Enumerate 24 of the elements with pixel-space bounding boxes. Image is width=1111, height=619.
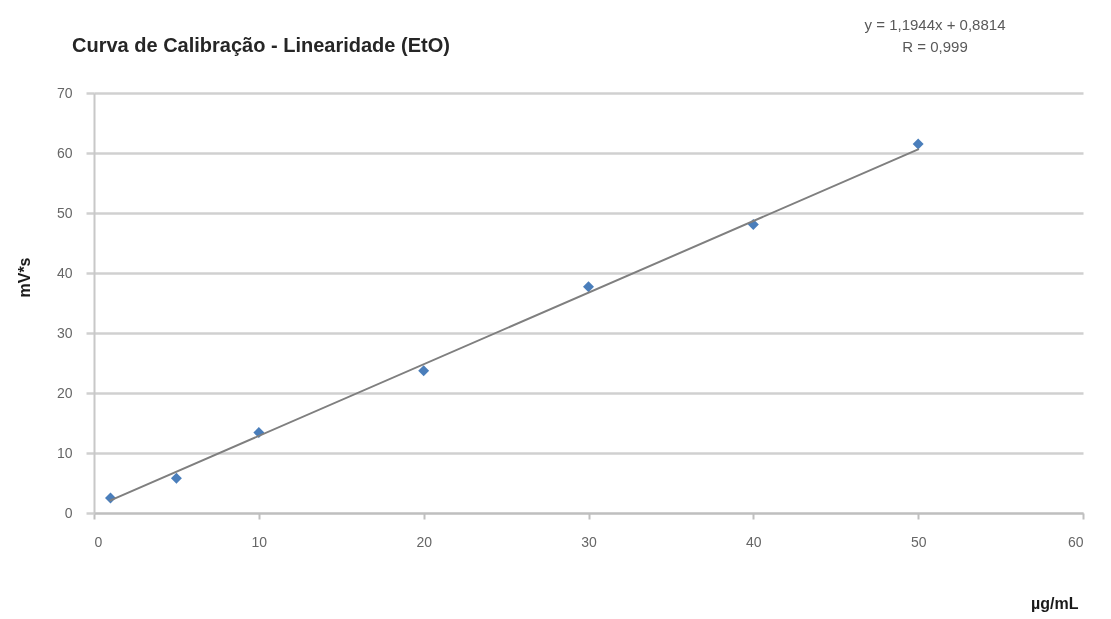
point bbox=[912, 138, 924, 150]
x-axis-title: µg/mL bbox=[1031, 594, 1079, 612]
y-tick-label: 30 bbox=[56, 324, 73, 341]
y-tick-label: 10 bbox=[56, 444, 73, 461]
y-tick-label: 20 bbox=[56, 384, 73, 401]
x-tick-label: 30 bbox=[581, 533, 597, 550]
point bbox=[418, 365, 430, 377]
chart-title: Curva de Calibração - Linearidade (EtO) bbox=[72, 34, 450, 56]
point bbox=[583, 281, 594, 293]
point bbox=[170, 472, 182, 484]
y-tick-label: 0 bbox=[64, 504, 73, 521]
y-tick-label: 60 bbox=[56, 144, 73, 161]
x-tick-label: 50 bbox=[910, 533, 927, 550]
x-tick-label: 40 bbox=[746, 533, 762, 550]
text: y = 1,1944x + 0,8814 bbox=[864, 16, 1006, 33]
x-tick-label: 10 bbox=[251, 533, 268, 550]
y-tick-label: 50 bbox=[56, 204, 73, 221]
x-tick-label: 60 bbox=[1067, 533, 1084, 550]
x-tick-label: 0 bbox=[94, 533, 103, 550]
text: R = 0,999 bbox=[902, 38, 968, 55]
x-tick-label: 20 bbox=[416, 533, 433, 550]
y-tick-label: 70 bbox=[56, 84, 73, 101]
y-axis-title: mV*s bbox=[15, 257, 33, 298]
y-tick-label: 40 bbox=[56, 264, 73, 281]
